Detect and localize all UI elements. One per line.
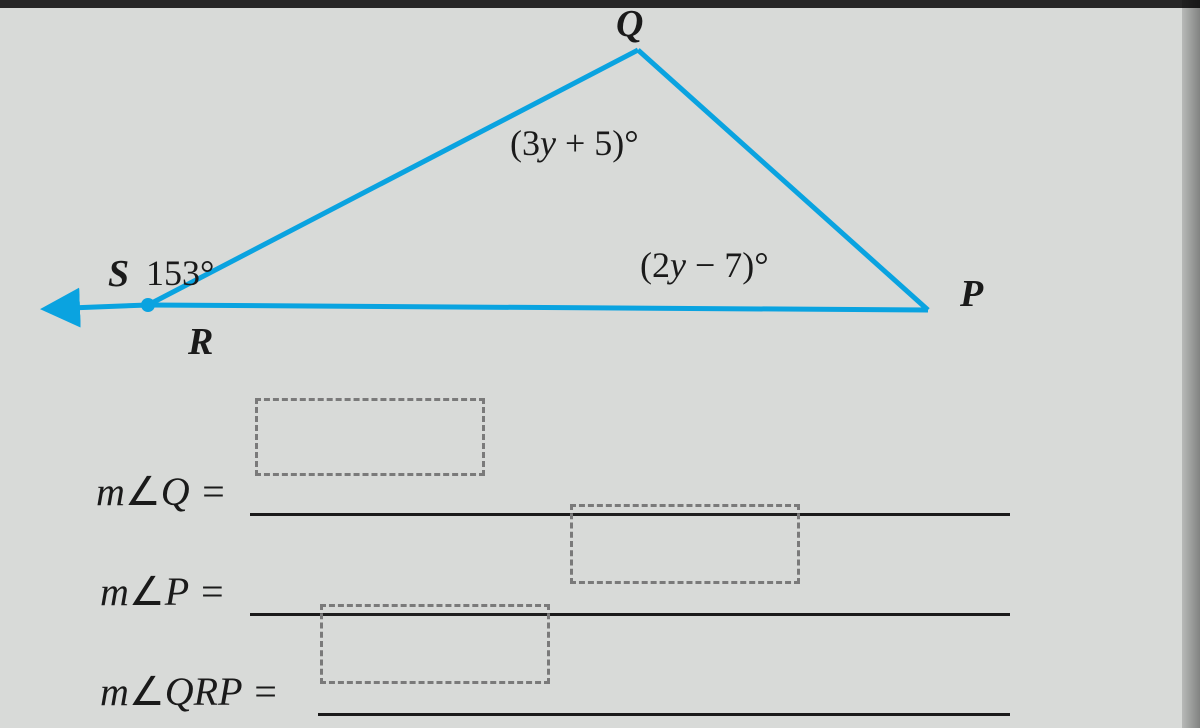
triangle-diagram [0, 0, 1200, 728]
answer-underline-QRP [318, 670, 1010, 716]
label-S: S [108, 252, 129, 296]
answer-label-Q: m∠Q = [96, 468, 227, 515]
segment-RQ [148, 50, 638, 305]
label-R: R [188, 320, 213, 364]
label-P: P [960, 272, 983, 316]
answer-label-QRP: m∠QRP = [100, 668, 279, 715]
ray-RS [70, 305, 148, 308]
answer-row-P: m∠P = [100, 568, 233, 615]
answer-label-P: m∠P = [100, 568, 225, 615]
answer-row-Q: m∠Q = [96, 468, 235, 515]
label-angle-P-expression: (2y − 7)° [640, 244, 769, 286]
answer-box-Q[interactable] [255, 398, 485, 476]
segment-RP [148, 305, 928, 310]
screen-right-shadow [1182, 0, 1200, 728]
figure-container: Q P R S 153° (3y + 5)° (2y − 7)° m∠Q = m… [0, 0, 1200, 728]
label-exterior-angle: 153° [146, 252, 214, 294]
label-angle-Q-expression: (3y + 5)° [510, 122, 639, 164]
answer-row-QRP: m∠QRP = [100, 668, 287, 715]
label-Q: Q [616, 2, 643, 46]
